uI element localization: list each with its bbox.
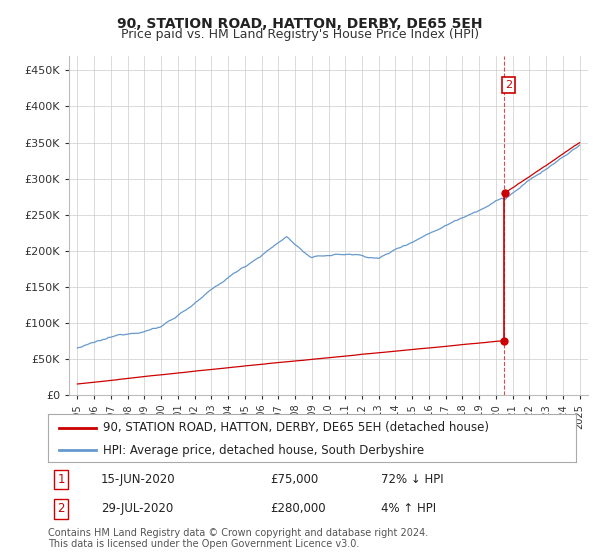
Text: 90, STATION ROAD, HATTON, DERBY, DE65 5EH: 90, STATION ROAD, HATTON, DERBY, DE65 5E… <box>117 17 483 31</box>
Text: £280,000: £280,000 <box>270 502 325 515</box>
Text: 29-JUL-2020: 29-JUL-2020 <box>101 502 173 515</box>
Text: 2: 2 <box>58 502 65 515</box>
Text: 1: 1 <box>58 473 65 486</box>
Text: Contains HM Land Registry data © Crown copyright and database right 2024.
This d: Contains HM Land Registry data © Crown c… <box>48 528 428 549</box>
Text: 90, STATION ROAD, HATTON, DERBY, DE65 5EH (detached house): 90, STATION ROAD, HATTON, DERBY, DE65 5E… <box>103 421 490 434</box>
Text: HPI: Average price, detached house, South Derbyshire: HPI: Average price, detached house, Sout… <box>103 444 425 456</box>
Text: 15-JUN-2020: 15-JUN-2020 <box>101 473 175 486</box>
Text: 72% ↓ HPI: 72% ↓ HPI <box>380 473 443 486</box>
Text: 2: 2 <box>505 80 512 90</box>
Text: Price paid vs. HM Land Registry's House Price Index (HPI): Price paid vs. HM Land Registry's House … <box>121 28 479 41</box>
Text: 4% ↑ HPI: 4% ↑ HPI <box>380 502 436 515</box>
Text: £75,000: £75,000 <box>270 473 318 486</box>
